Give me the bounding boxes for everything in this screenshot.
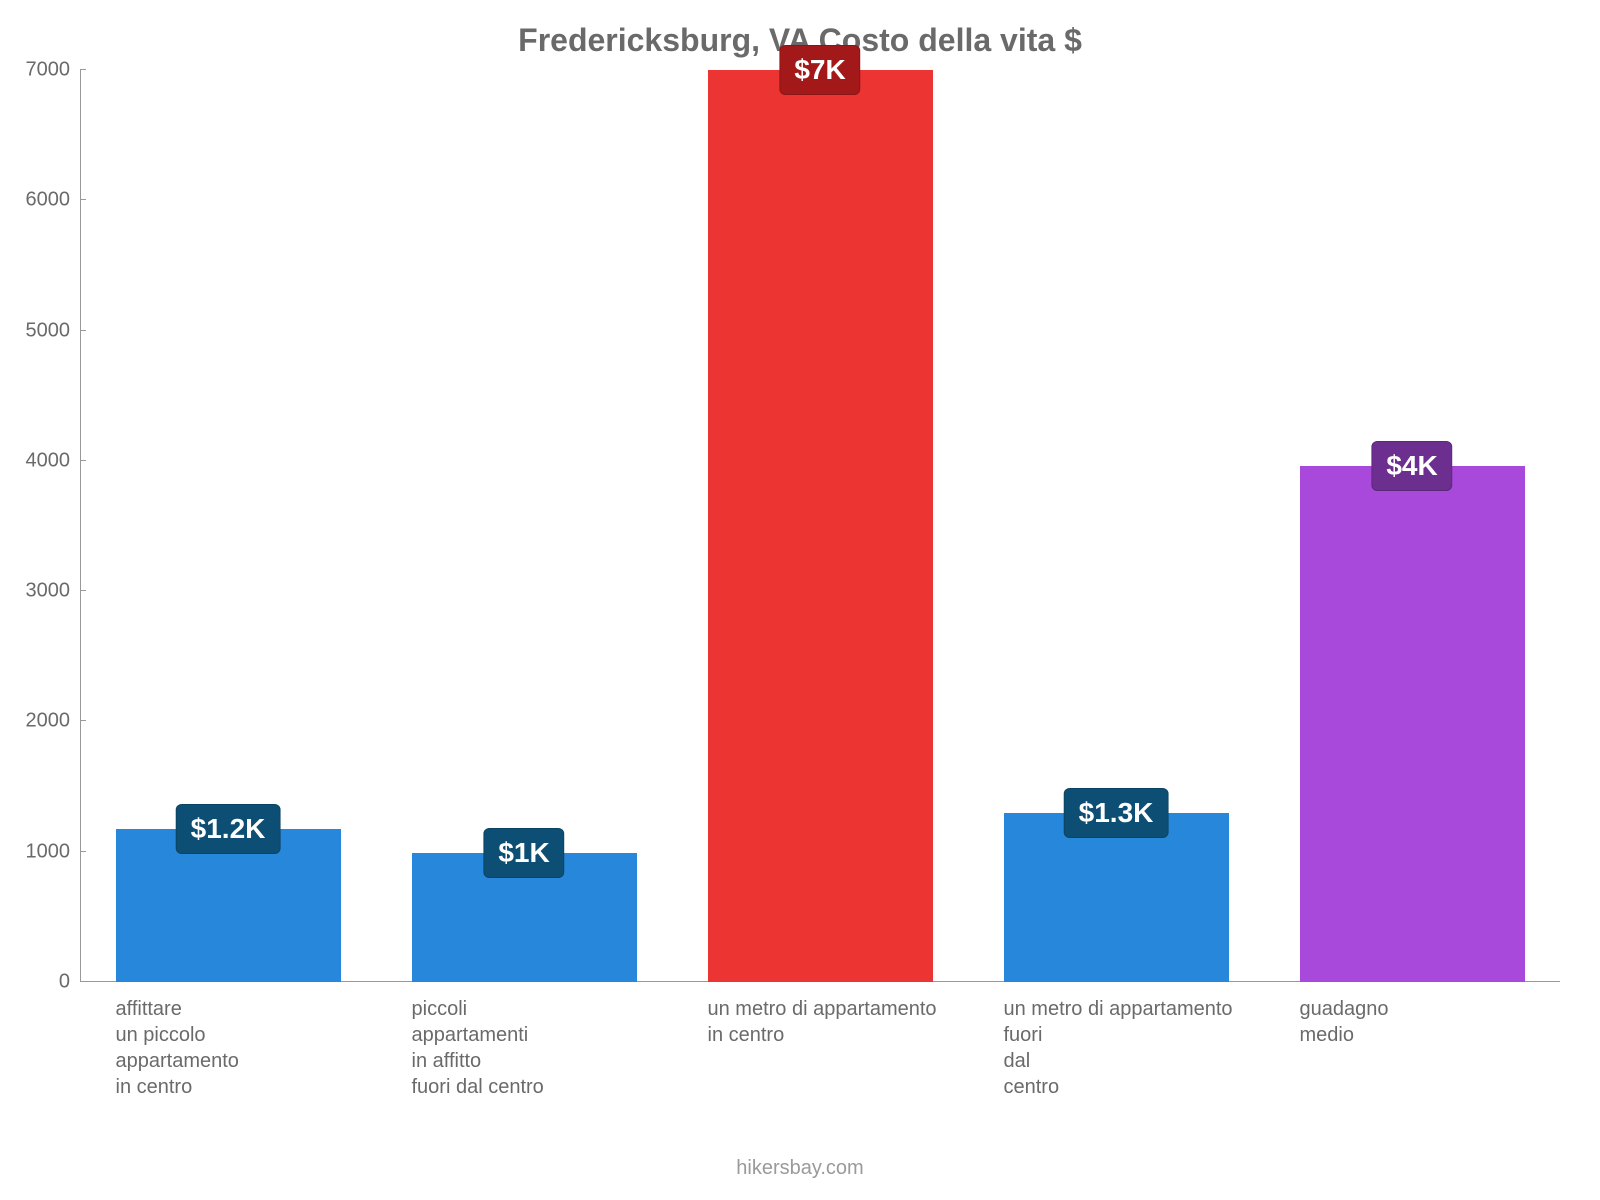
bar-sqm_outside: $1.3K [1004,813,1229,982]
y-tick-label: 2000 [26,710,71,733]
value-badge-rent_small_outside: $1K [483,828,564,878]
y-tick-label: 6000 [26,189,71,212]
value-badge-sqm_outside: $1.3K [1064,788,1169,838]
y-tick [80,69,86,70]
value-badge-sqm_center: $7K [779,45,860,95]
cost-of-living-chart: Fredericksburg, VA Costo della vita $ $1… [0,0,1600,1200]
bar-rent_small_center: $1.2K [116,829,341,982]
bars-container: $1.2K $1K $7K $1.3K $4K [80,70,1560,982]
y-tick-label: 5000 [26,319,71,342]
y-tick-label: 7000 [26,59,71,82]
bar-rent_small_outside: $1K [412,853,637,982]
category-label-avg_income: guadagno medio [1300,996,1389,1048]
category-label-rent_small_outside: piccoli appartamenti in affitto fuori da… [412,996,544,1100]
value-badge-rent_small_center: $1.2K [176,804,281,854]
value-badge-avg_income: $4K [1371,441,1452,491]
y-tick [80,330,86,331]
chart-footer: hikersbay.com [0,1157,1600,1180]
y-tick-label: 1000 [26,840,71,863]
y-tick [80,851,86,852]
y-tick [80,199,86,200]
y-tick [80,720,86,721]
y-tick [80,460,86,461]
category-label-rent_small_center: affittare un piccolo appartamento in cen… [116,996,239,1100]
bar-sqm_center: $7K [708,70,933,982]
bar-avg_income: $4K [1300,466,1525,982]
y-tick-label: 0 [59,971,70,994]
plot-area: $1.2K$1K$7K$1.3K$4K 01000200030004000500… [80,70,1560,982]
y-tick-label: 3000 [26,580,71,603]
y-tick [80,981,86,982]
y-tick [80,590,86,591]
category-label-sqm_center: un metro di appartamento in centro [708,996,937,1048]
category-label-sqm_outside: un metro di appartamento fuori dal centr… [1004,996,1233,1100]
y-tick-label: 4000 [26,449,71,472]
